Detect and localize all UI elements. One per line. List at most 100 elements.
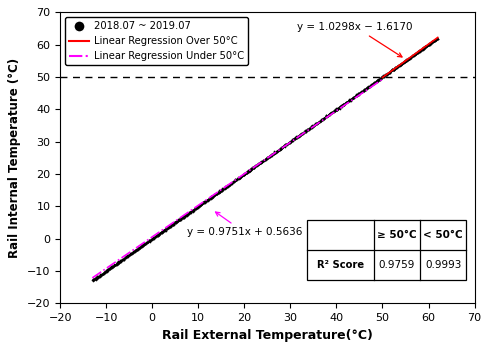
Point [387,68,395,74]
Point [265,154,272,160]
Point [363,86,371,91]
Point [215,189,223,195]
Point [207,196,215,201]
Point [108,264,116,269]
Point [243,170,251,175]
Point [376,76,384,82]
Point [151,234,159,240]
Point [242,170,249,175]
Point [267,153,275,159]
Point [109,264,117,270]
Point [255,161,263,166]
Point [407,54,415,60]
Point [94,275,102,281]
Point [148,236,156,242]
Point [211,191,219,197]
Point [336,104,344,110]
Point [179,215,187,220]
Point [112,262,120,268]
Point [172,219,180,224]
Point [285,140,293,146]
Point [359,87,367,93]
Point [311,121,319,127]
Point [220,185,228,191]
Point [384,70,392,76]
Point [309,124,317,129]
Point [276,147,284,152]
Point [375,76,383,82]
Point [300,129,308,134]
Point [324,112,332,118]
Point [392,66,399,72]
Point [120,257,128,262]
Point [346,98,354,103]
Point [292,135,300,141]
Point [103,269,111,274]
Point [141,241,148,247]
Point [297,131,305,137]
Point [179,214,187,220]
Point [354,92,362,98]
Point [186,210,194,216]
Point [399,60,407,65]
Point [349,95,357,100]
Point [373,78,381,84]
Point [106,266,114,272]
Point [279,145,287,150]
Point [101,269,109,274]
Point [261,156,269,162]
Point [326,111,334,116]
Point [382,71,390,77]
Point [383,71,391,77]
Point [414,50,422,55]
Point [263,156,271,162]
Point [124,253,132,259]
Point [345,98,353,103]
Point [416,49,424,54]
Point [432,36,440,41]
Point [403,58,411,63]
Point [153,233,161,238]
Point [215,189,222,195]
Point [412,51,420,57]
Point [237,173,245,179]
Point [214,189,222,195]
Point [389,67,396,72]
Point [400,58,408,64]
Point [164,225,172,230]
Point [272,148,280,154]
Point [292,135,299,141]
Point [148,236,156,241]
Point [160,227,168,233]
Point [371,79,379,85]
Point [191,206,199,211]
Point [255,161,263,167]
Point [346,97,354,103]
Point [285,139,293,145]
Point [421,44,429,50]
Point [380,74,388,79]
Point [270,150,278,155]
Text: y = 1.0298x − 1.6170: y = 1.0298x − 1.6170 [297,22,413,57]
Point [284,141,292,147]
Point [266,153,274,158]
Point [245,168,253,174]
Point [260,157,268,163]
Point [104,266,112,272]
Point [419,45,427,50]
Point [273,148,281,154]
Point [359,88,367,93]
Point [191,206,198,212]
Point [301,129,309,134]
Point [123,253,131,259]
Point [369,80,377,86]
Point [150,236,158,241]
Point [361,86,369,91]
Point [105,266,113,271]
Point [152,233,160,239]
Point [168,224,175,229]
Point [131,248,139,254]
Point [368,81,376,87]
Point [98,272,105,278]
Point [415,48,423,53]
